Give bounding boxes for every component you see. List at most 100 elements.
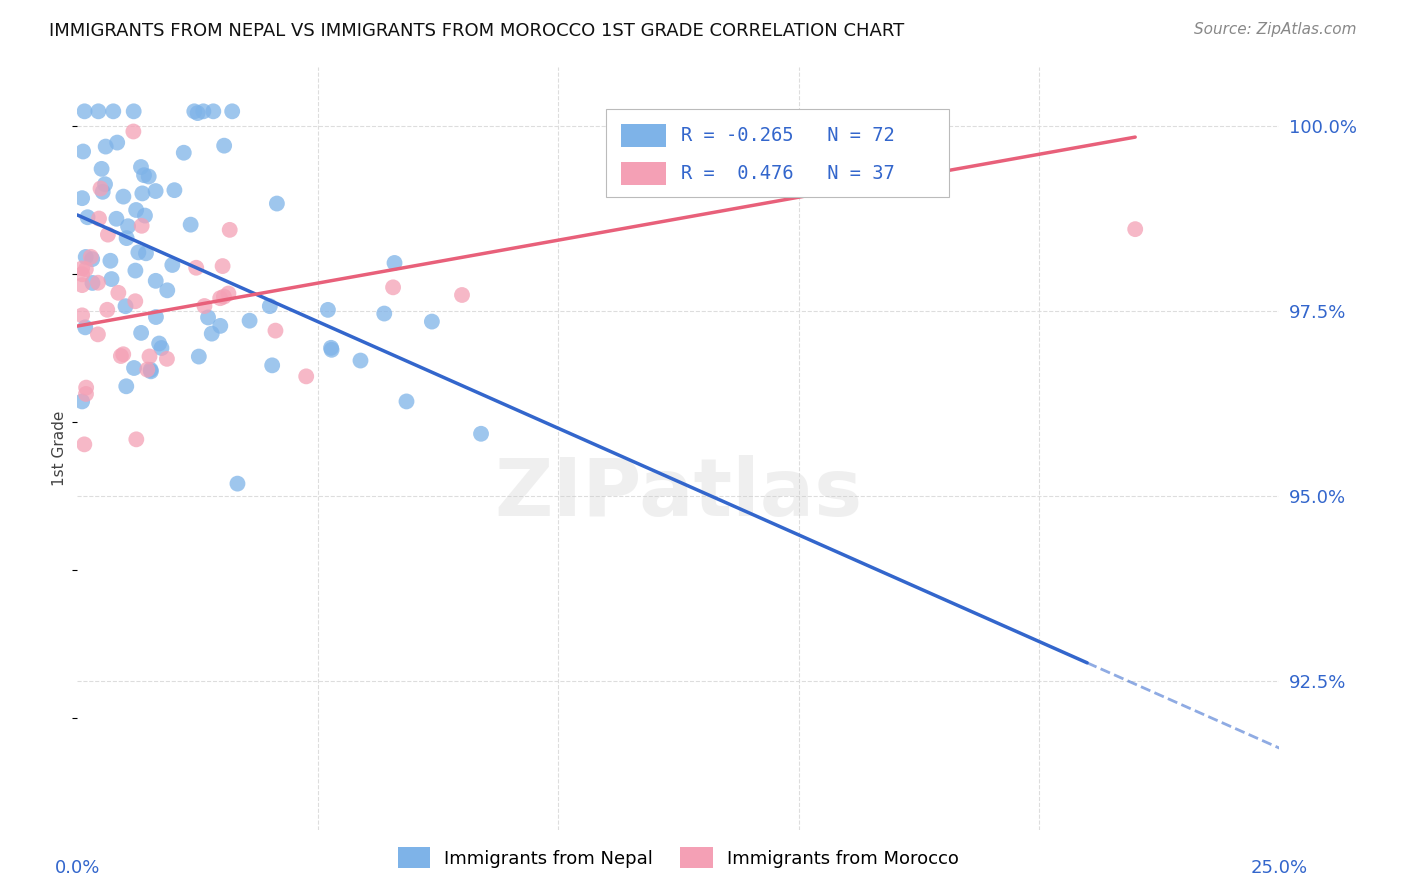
Point (129, 160, 152, 174)
Point (197, 310, 219, 325)
FancyBboxPatch shape (606, 109, 949, 196)
Point (193, 104, 215, 119)
Point (115, 231, 138, 245)
Point (75, 387, 97, 401)
Point (212, 138, 235, 153)
Point (103, 104, 125, 119)
Point (97, 227, 120, 242)
Text: IMMIGRANTS FROM NEPAL VS IMMIGRANTS FROM MOROCCO 1ST GRADE CORRELATION CHART: IMMIGRANTS FROM NEPAL VS IMMIGRANTS FROM… (49, 22, 904, 40)
Point (131, 186, 153, 201)
Point (87, 211, 110, 226)
Text: R =  0.476   N = 37: R = 0.476 N = 37 (681, 164, 894, 183)
FancyBboxPatch shape (620, 124, 666, 147)
Point (148, 336, 170, 351)
Point (76, 211, 98, 225)
Point (136, 362, 159, 376)
Point (209, 291, 232, 305)
Point (70, 394, 93, 409)
Point (145, 274, 167, 288)
Text: 0.0%: 0.0% (55, 859, 100, 877)
Point (75, 320, 97, 334)
Point (316, 302, 339, 317)
Point (91, 185, 114, 199)
Point (90, 161, 112, 176)
Point (186, 260, 208, 275)
Point (384, 256, 406, 270)
Point (163, 183, 186, 197)
Point (226, 476, 249, 491)
Point (70, 267, 93, 281)
Point (80, 250, 103, 264)
Point (321, 343, 343, 357)
Point (138, 350, 160, 364)
Point (201, 326, 224, 341)
Point (162, 258, 184, 272)
Point (127, 245, 149, 260)
Point (349, 353, 371, 368)
Point (73, 104, 96, 119)
Point (89, 181, 111, 195)
Point (100, 253, 122, 268)
Point (125, 202, 148, 217)
Point (73, 437, 96, 451)
Text: 25.0%: 25.0% (1251, 859, 1308, 877)
Point (132, 168, 155, 182)
Point (262, 359, 284, 373)
Point (105, 211, 128, 226)
Point (470, 426, 492, 441)
Point (264, 324, 287, 338)
Text: Source: ZipAtlas.com: Source: ZipAtlas.com (1194, 22, 1357, 37)
Point (87, 104, 110, 119)
Point (105, 136, 128, 150)
Point (114, 299, 136, 313)
Point (209, 318, 232, 333)
Point (187, 350, 209, 364)
Point (122, 104, 145, 119)
Point (87, 327, 110, 342)
Point (87, 276, 110, 290)
Point (124, 294, 146, 309)
Point (129, 326, 152, 340)
Point (75, 381, 97, 395)
Point (110, 349, 132, 363)
Point (112, 189, 135, 203)
Point (96, 302, 118, 317)
Point (221, 104, 243, 119)
Point (107, 285, 129, 300)
Y-axis label: 1st Grade: 1st Grade (52, 410, 67, 486)
Point (319, 341, 342, 355)
Point (134, 209, 156, 223)
Point (150, 341, 173, 355)
Point (156, 351, 179, 366)
Point (202, 104, 225, 119)
Point (373, 307, 395, 321)
Point (156, 283, 179, 297)
Point (217, 286, 239, 301)
Point (212, 290, 235, 304)
Text: ZIPatlas: ZIPatlas (495, 455, 862, 533)
Point (218, 223, 240, 237)
Point (70, 191, 93, 205)
Point (94, 177, 117, 191)
Point (139, 364, 162, 378)
Point (70, 261, 93, 276)
Point (82, 252, 104, 267)
Point (122, 361, 145, 376)
Point (125, 433, 148, 447)
Legend: Immigrants from Nepal, Immigrants from Morocco: Immigrants from Nepal, Immigrants from M… (391, 840, 966, 875)
Point (187, 106, 209, 120)
Point (100, 272, 122, 286)
Point (124, 263, 146, 277)
Point (211, 259, 233, 273)
Point (70, 278, 93, 293)
Point (112, 347, 135, 361)
Point (145, 184, 167, 198)
Point (145, 310, 167, 324)
Point (173, 145, 195, 160)
Point (420, 315, 443, 329)
Text: R = -0.265   N = 72: R = -0.265 N = 72 (681, 126, 894, 145)
Point (139, 363, 162, 377)
Point (266, 196, 288, 211)
Point (1123, 222, 1146, 236)
Point (117, 219, 139, 234)
